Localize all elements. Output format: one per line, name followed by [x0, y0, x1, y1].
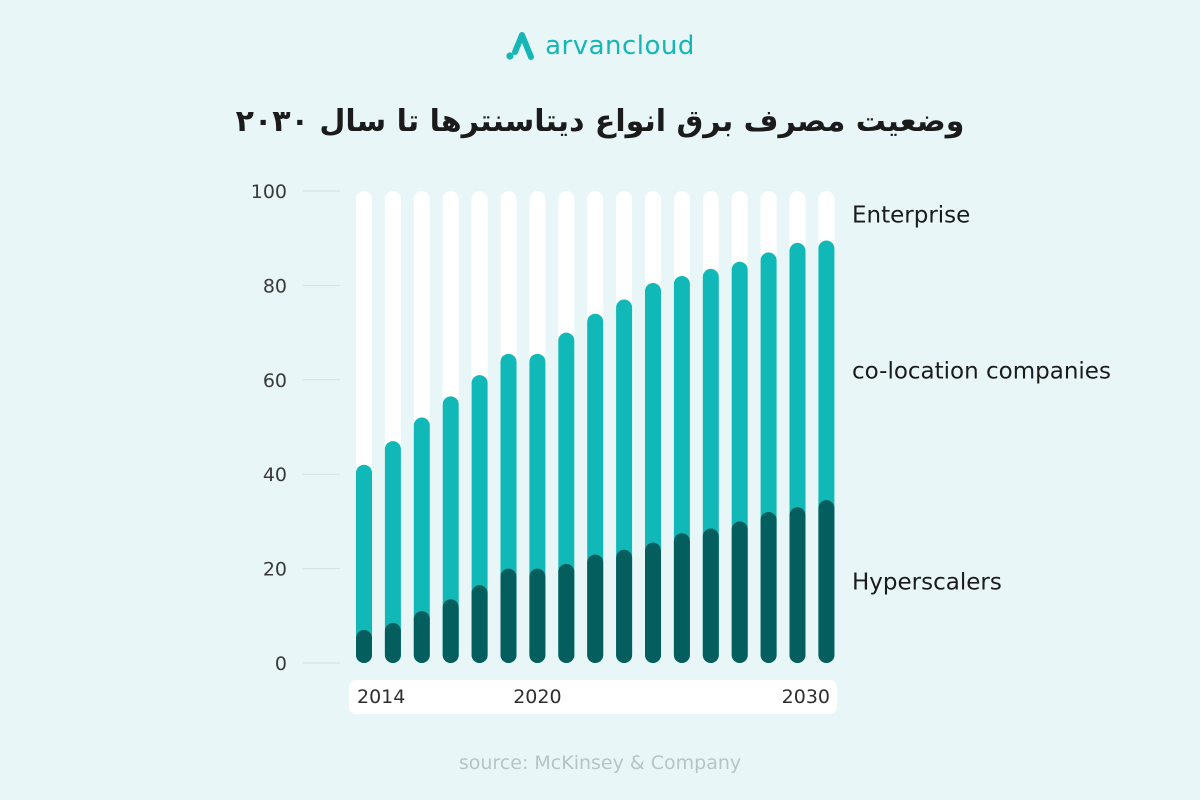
y-tick-label: 40: [263, 464, 287, 486]
bar-hyperscalers: [529, 568, 546, 663]
y-tick-label: 60: [263, 370, 287, 392]
bar-hyperscalers: [645, 542, 661, 663]
bar-hyperscalers: [500, 568, 517, 663]
chart-title: وضعیت مصرف برق انواع دیتاسنترها تا سال ۲…: [235, 104, 965, 139]
bar-hyperscalers: [818, 500, 835, 663]
bar-hyperscalers: [356, 629, 372, 663]
y-tick-label: 20: [263, 559, 287, 581]
bar-co-location-companies: [384, 441, 401, 663]
bar-co-location-companies: [356, 464, 372, 663]
bar-hyperscalers: [616, 549, 633, 663]
x-axis-panel: [349, 680, 837, 714]
brand-name: arvancloud: [545, 31, 695, 61]
x-tick-label: 2014: [357, 686, 405, 708]
bar-hyperscalers: [442, 599, 459, 663]
y-tick-label: 0: [275, 653, 287, 675]
bar-hyperscalers: [673, 533, 690, 663]
y-tick-label: 80: [263, 275, 287, 297]
source-note: source: McKinsey & Company: [458, 752, 742, 774]
arvancloud-logo-icon: [506, 32, 535, 60]
x-tick-label: 2020: [513, 686, 561, 708]
y-tick-label: 100: [251, 181, 287, 203]
bar-hyperscalers: [558, 563, 575, 663]
brand: arvancloud: [0, 30, 1200, 62]
bar-co-location-companies: [413, 417, 430, 663]
x-tick-label: 2030: [782, 686, 830, 708]
bar-hyperscalers: [702, 528, 719, 663]
bar-co-location-companies: [442, 396, 459, 663]
bar-hyperscalers: [413, 611, 430, 663]
series-label: Enterprise: [852, 203, 970, 229]
series-label: co-location companies: [852, 358, 1111, 384]
bar-hyperscalers: [587, 554, 604, 663]
bar-hyperscalers: [789, 507, 806, 663]
bar-hyperscalers: [731, 521, 748, 663]
series-label: Hyperscalers: [852, 570, 1002, 596]
bar-hyperscalers: [760, 511, 777, 663]
bar-hyperscalers: [471, 585, 488, 663]
bar-hyperscalers: [384, 622, 401, 663]
